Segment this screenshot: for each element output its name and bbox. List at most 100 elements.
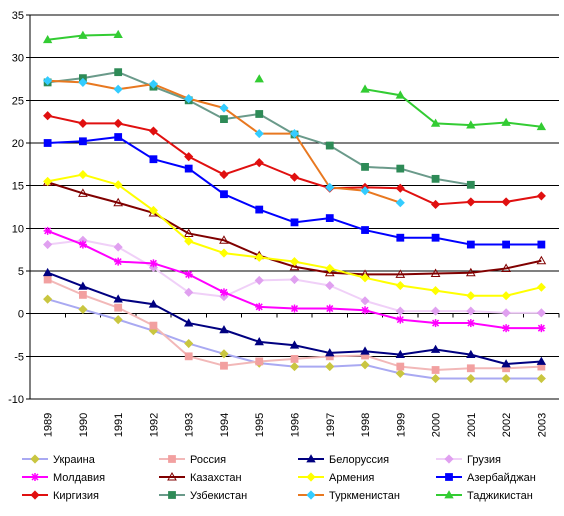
data-point bbox=[325, 141, 334, 150]
data-point bbox=[466, 306, 476, 316]
data-point bbox=[184, 152, 194, 162]
data-point bbox=[254, 252, 264, 262]
data-point bbox=[220, 361, 228, 370]
data-point bbox=[536, 308, 546, 318]
data-point bbox=[431, 319, 440, 328]
data-point bbox=[360, 296, 370, 306]
legend-label: Россия bbox=[190, 454, 226, 466]
data-point bbox=[79, 290, 87, 299]
data-point bbox=[254, 158, 264, 168]
x-tick-label: 1997 bbox=[325, 413, 337, 437]
series-Азербайджан bbox=[43, 133, 546, 249]
legend-marker bbox=[444, 454, 454, 464]
data-point bbox=[148, 79, 158, 89]
legend-item: Таджикистан bbox=[436, 490, 533, 502]
data-point bbox=[290, 354, 299, 363]
data-point bbox=[255, 205, 264, 214]
data-point bbox=[43, 76, 53, 86]
y-tick-label: 15 bbox=[12, 181, 24, 193]
data-point bbox=[325, 348, 335, 357]
data-point bbox=[148, 205, 158, 215]
data-point bbox=[78, 77, 88, 87]
series-line bbox=[47, 79, 401, 204]
data-point bbox=[466, 240, 475, 249]
legend-marker bbox=[30, 454, 40, 464]
x-tick-label: 1998 bbox=[360, 413, 372, 437]
data-point bbox=[289, 257, 300, 267]
legend-label: Таджикистан bbox=[467, 490, 533, 502]
data-point bbox=[184, 352, 193, 361]
data-point bbox=[536, 373, 546, 384]
data-point bbox=[395, 198, 405, 208]
data-point bbox=[184, 164, 193, 173]
data-point bbox=[395, 269, 406, 278]
series-Киргизия bbox=[43, 111, 546, 210]
legend-marker bbox=[167, 471, 177, 481]
data-point bbox=[395, 349, 405, 359]
data-point bbox=[219, 103, 229, 113]
data-point bbox=[325, 304, 334, 313]
data-point bbox=[290, 304, 299, 313]
data-point bbox=[219, 288, 228, 297]
data-point bbox=[219, 248, 229, 258]
data-point bbox=[289, 274, 300, 285]
data-point bbox=[360, 346, 370, 355]
data-point bbox=[78, 188, 88, 197]
data-point bbox=[43, 111, 53, 121]
data-point bbox=[325, 280, 335, 291]
data-point bbox=[42, 34, 53, 44]
legend-item: Туркменистан bbox=[298, 490, 400, 502]
data-point bbox=[43, 294, 53, 304]
legend-item: Армения bbox=[298, 472, 374, 484]
data-point bbox=[431, 366, 440, 374]
data-point bbox=[325, 362, 335, 372]
series-line bbox=[47, 271, 542, 366]
legend-marker bbox=[445, 473, 453, 481]
data-point bbox=[465, 267, 476, 277]
data-point bbox=[78, 304, 88, 314]
data-point bbox=[114, 303, 123, 312]
data-point bbox=[148, 299, 159, 308]
data-point bbox=[113, 242, 123, 252]
data-point bbox=[537, 240, 546, 249]
series-Таджикистан bbox=[42, 29, 547, 131]
data-point bbox=[113, 118, 123, 128]
legend-item: Украина bbox=[22, 454, 96, 466]
legend-label: Туркменистан bbox=[329, 490, 400, 502]
data-point bbox=[537, 324, 546, 333]
legend-item: Белоруссия bbox=[298, 454, 389, 466]
series-line bbox=[364, 88, 542, 128]
data-point bbox=[466, 197, 476, 207]
data-point bbox=[114, 257, 123, 266]
data-point bbox=[43, 275, 52, 284]
data-point bbox=[42, 267, 53, 277]
data-point bbox=[113, 294, 123, 303]
data-point bbox=[395, 183, 405, 193]
data-point bbox=[78, 30, 88, 39]
data-point bbox=[431, 306, 441, 316]
data-point bbox=[466, 364, 475, 373]
x-tick-label: 1993 bbox=[184, 413, 196, 437]
data-point bbox=[219, 349, 229, 359]
data-point bbox=[502, 324, 511, 333]
data-point bbox=[361, 162, 369, 171]
data-point bbox=[113, 180, 123, 190]
legend-marker bbox=[168, 455, 176, 463]
data-point bbox=[255, 110, 264, 118]
data-point bbox=[254, 275, 264, 285]
data-point bbox=[325, 263, 335, 274]
data-point bbox=[430, 344, 441, 353]
data-point bbox=[466, 120, 476, 129]
data-point bbox=[360, 186, 370, 196]
data-point bbox=[361, 306, 370, 315]
y-tick-label: 35 bbox=[12, 10, 24, 22]
legend-marker bbox=[31, 473, 39, 481]
data-point bbox=[324, 267, 335, 277]
y-tick-label: 5 bbox=[18, 266, 24, 278]
data-point bbox=[396, 164, 405, 173]
data-point bbox=[360, 360, 370, 370]
data-point bbox=[430, 118, 441, 127]
x-tick-label: 1991 bbox=[113, 413, 125, 437]
data-point bbox=[360, 273, 370, 283]
